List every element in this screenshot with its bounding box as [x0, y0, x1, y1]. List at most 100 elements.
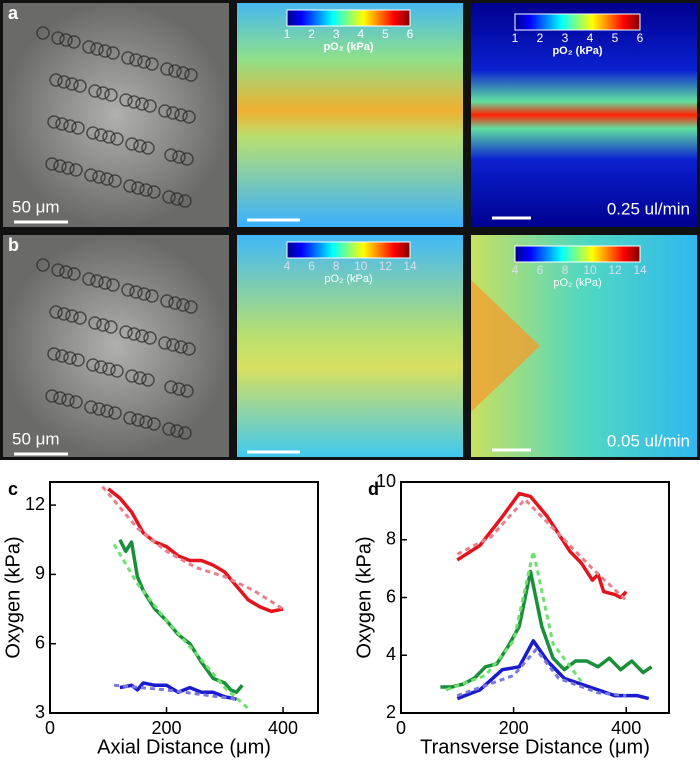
- series-line: [119, 681, 237, 701]
- cell: [82, 272, 96, 286]
- cell: [147, 185, 161, 199]
- y-tick-label: 4: [386, 644, 396, 664]
- scale-bar-label: 50 μm: [12, 429, 60, 448]
- cell: [172, 382, 186, 396]
- cell: [73, 79, 87, 93]
- colorbar-label: pO₂ (kPa): [553, 277, 601, 289]
- cell: [182, 342, 196, 356]
- cell: [168, 64, 182, 78]
- cell: [84, 168, 98, 182]
- cell: [123, 411, 137, 425]
- y-tick-label: 12: [25, 494, 45, 514]
- cell: [73, 311, 87, 325]
- model-map: [471, 3, 697, 227]
- colorbar-tick-label: 4: [587, 31, 594, 45]
- x-axis-label: Transverse Distance (μm): [420, 736, 650, 758]
- cell: [127, 95, 141, 109]
- colorbar-tick-label: 2: [308, 27, 315, 41]
- cell: [119, 93, 133, 107]
- cell: [174, 340, 188, 354]
- cell: [145, 289, 159, 303]
- cell: [137, 287, 151, 301]
- cell: [51, 263, 65, 277]
- colorbar-tick-label: 8: [562, 263, 569, 277]
- cell: [141, 373, 155, 387]
- cell: [96, 318, 110, 332]
- series-line: [112, 543, 250, 710]
- y-tick-label: 6: [35, 632, 45, 652]
- cell: [121, 283, 135, 297]
- cell: [108, 406, 122, 420]
- x-tick-label: 400: [611, 718, 641, 738]
- cell: [127, 327, 141, 341]
- cell: [104, 88, 118, 102]
- cell: [178, 194, 192, 208]
- x-tick-label: 0: [45, 718, 55, 738]
- panel-letter: a: [8, 3, 19, 23]
- colorbar-tick-label: 6: [537, 263, 544, 277]
- colorbar-tick-label: 2: [537, 31, 544, 45]
- cell: [69, 163, 83, 177]
- cell: [164, 148, 178, 162]
- cell: [55, 117, 69, 131]
- colorbar-tick-label: 14: [633, 263, 647, 277]
- y-tick-label: 10: [376, 471, 396, 491]
- cell: [174, 108, 188, 122]
- cell: [178, 426, 192, 440]
- cell: [139, 415, 153, 429]
- x-tick-label: 200: [151, 718, 181, 738]
- cell: [61, 161, 75, 175]
- flow-rate: 0.05 ul/min: [607, 431, 690, 450]
- colorbar-tick-label: 3: [333, 27, 340, 41]
- panel-letter: c: [8, 479, 18, 499]
- cell: [176, 66, 190, 80]
- x-axis-label: Axial Distance (μm): [97, 736, 271, 758]
- colorbar: [514, 245, 641, 263]
- cell: [143, 99, 157, 113]
- cell: [123, 179, 137, 193]
- cell: [110, 364, 124, 378]
- cell: [63, 351, 77, 365]
- cell: [160, 62, 174, 76]
- cell: [82, 40, 96, 54]
- x-tick-label: 400: [268, 718, 298, 738]
- cell: [137, 55, 151, 69]
- measured-map: [237, 235, 463, 457]
- cell: [61, 393, 75, 407]
- cell: [94, 360, 108, 374]
- series-line: [101, 485, 284, 611]
- cell: [121, 51, 135, 65]
- cell: [184, 68, 198, 82]
- cell: [86, 126, 100, 140]
- cell: [100, 404, 114, 418]
- model-hotspot: [471, 280, 540, 412]
- cell: [108, 174, 122, 188]
- series-line: [456, 491, 628, 600]
- colorbar-tick-label: 5: [612, 31, 619, 45]
- cell: [84, 400, 98, 414]
- panel-letter: d: [368, 479, 379, 499]
- cell: [125, 137, 139, 151]
- cell: [67, 35, 81, 49]
- cell: [53, 159, 67, 173]
- cell: [90, 42, 104, 56]
- cell: [141, 141, 155, 155]
- cell: [98, 44, 112, 58]
- cell: [47, 115, 61, 129]
- cell: [180, 384, 194, 398]
- cell: [47, 347, 61, 361]
- cell: [133, 371, 147, 385]
- series-line: [113, 683, 237, 701]
- colorbar: [514, 13, 641, 31]
- colorbar: [286, 241, 411, 259]
- colorbar-tick-label: 1: [284, 27, 291, 41]
- cell: [172, 150, 186, 164]
- cell: [104, 320, 118, 334]
- cell: [162, 422, 176, 436]
- colorbar-tick-label: 6: [407, 27, 414, 41]
- cell: [36, 26, 50, 40]
- measured-map: [237, 3, 463, 227]
- cell: [129, 53, 143, 67]
- scale-bar-label: 50 μm: [12, 197, 60, 216]
- cell: [125, 369, 139, 383]
